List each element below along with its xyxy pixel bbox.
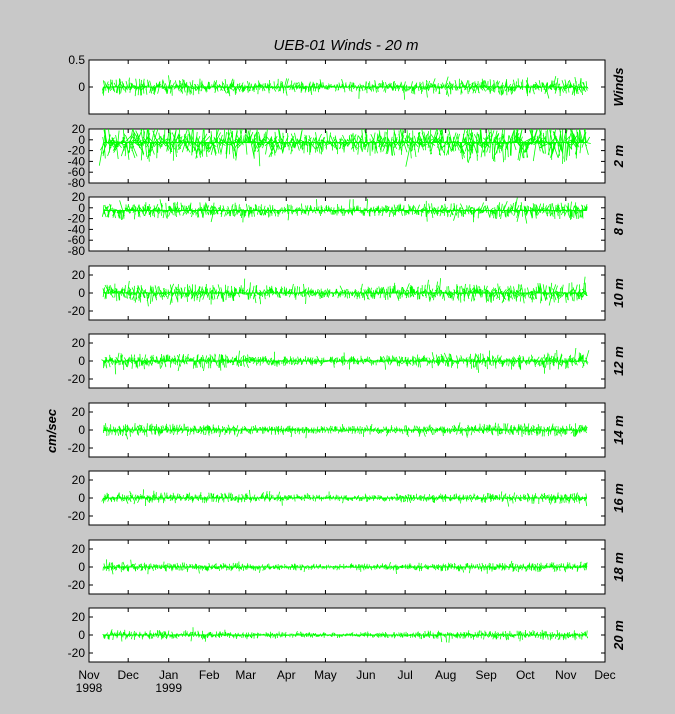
panel-label: 14 m: [611, 415, 626, 445]
panel-12-m: 20 0 -20 12 m: [68, 333, 626, 389]
panel-label: 20 m: [611, 620, 626, 651]
y-tick-label: -20: [68, 646, 86, 660]
x-tick-year-label: 1998: [76, 681, 103, 695]
x-tick-label: Dec: [118, 668, 139, 682]
x-tick-label: Nov: [78, 668, 99, 682]
x-tick-label: Feb: [199, 668, 220, 682]
panel-label: 18 m: [611, 552, 626, 582]
panel-20-m: 20 0 -20 20 m: [68, 607, 626, 663]
y-tick-label: 0: [78, 628, 85, 642]
x-tick-label: Oct: [516, 668, 535, 682]
panel-label: 10 m: [611, 278, 626, 308]
x-tick-label: Sep: [475, 668, 497, 682]
x-tick-label: Dec: [594, 668, 615, 682]
y-tick-label: 20: [72, 473, 86, 487]
panel-18-m: 20 0 -20 18 m: [68, 539, 626, 595]
panel-label: 2 m: [611, 144, 626, 168]
panel-label: 12 m: [611, 346, 626, 376]
wind-sticks-2-m: [98, 129, 591, 167]
y-axis-label: cm/sec: [44, 408, 59, 453]
panel-10-m: 20 0 -20 10 m: [68, 265, 626, 321]
y-tick-label: 0.5: [68, 53, 85, 67]
x-tick-label: Mar: [235, 668, 256, 682]
wind-sticks-10-m: [102, 276, 588, 307]
x-tick-label: Nov: [555, 668, 576, 682]
panel-8-m: 200-20-40-60-80 8 m: [68, 190, 626, 258]
x-tick-label: Jul: [397, 668, 412, 682]
y-tick-label: 0: [78, 201, 85, 215]
panel-14-m: 20 0 -20 14 m: [68, 402, 626, 458]
y-tick-label: -20: [68, 304, 86, 318]
chart-title: UEB-01 Winds - 20 m: [274, 37, 419, 54]
panel-2-m: 200-20-40-60-80 2 m: [68, 122, 626, 190]
y-tick-label: 20: [72, 542, 86, 556]
y-tick-label: -80: [68, 176, 86, 190]
x-tick-label: May: [314, 668, 337, 682]
y-tick-label: 0: [78, 491, 85, 505]
panel-frame: [88, 196, 606, 252]
y-tick-label: 20: [72, 268, 86, 282]
y-tick-label: 20: [72, 122, 86, 136]
y-tick-label: 0: [78, 560, 85, 574]
y-tick-label: 20: [72, 610, 86, 624]
y-tick-label: -60: [68, 165, 86, 179]
y-tick-label: -20: [68, 578, 86, 592]
y-tick-label: 20: [72, 405, 86, 419]
y-tick-label: -20: [68, 212, 86, 226]
y-tick-label: -20: [68, 441, 86, 455]
panel-label: Winds: [611, 68, 626, 107]
y-tick-label: -60: [68, 233, 86, 247]
y-tick-label: 0: [78, 133, 85, 147]
y-tick-label: -80: [68, 244, 86, 258]
y-tick-label: -20: [68, 509, 86, 523]
y-tick-label: 20: [72, 190, 86, 204]
panel-label: 8 m: [611, 212, 626, 235]
x-tick-label: Jun: [356, 668, 375, 682]
y-tick-label: -20: [68, 372, 86, 386]
y-tick-label: 0: [78, 286, 85, 300]
panel-Winds: 0.5 0 Winds: [68, 53, 626, 115]
y-tick-label: 20: [72, 336, 86, 350]
y-tick-label: 0: [78, 80, 85, 94]
x-tick-label: Apr: [277, 668, 296, 682]
y-tick-label: 0: [78, 423, 85, 437]
panel-16-m: 20 0 -20 16 m: [68, 470, 626, 526]
x-tick-year-label: 1999: [155, 681, 182, 695]
y-tick-label: -40: [68, 154, 86, 168]
x-tick-label: Jan: [159, 668, 178, 682]
x-tick-label: Aug: [435, 668, 456, 682]
y-tick-label: -40: [68, 222, 86, 236]
y-tick-label: -20: [68, 144, 86, 158]
y-tick-label: 0: [78, 354, 85, 368]
panel-label: 16 m: [611, 483, 626, 513]
